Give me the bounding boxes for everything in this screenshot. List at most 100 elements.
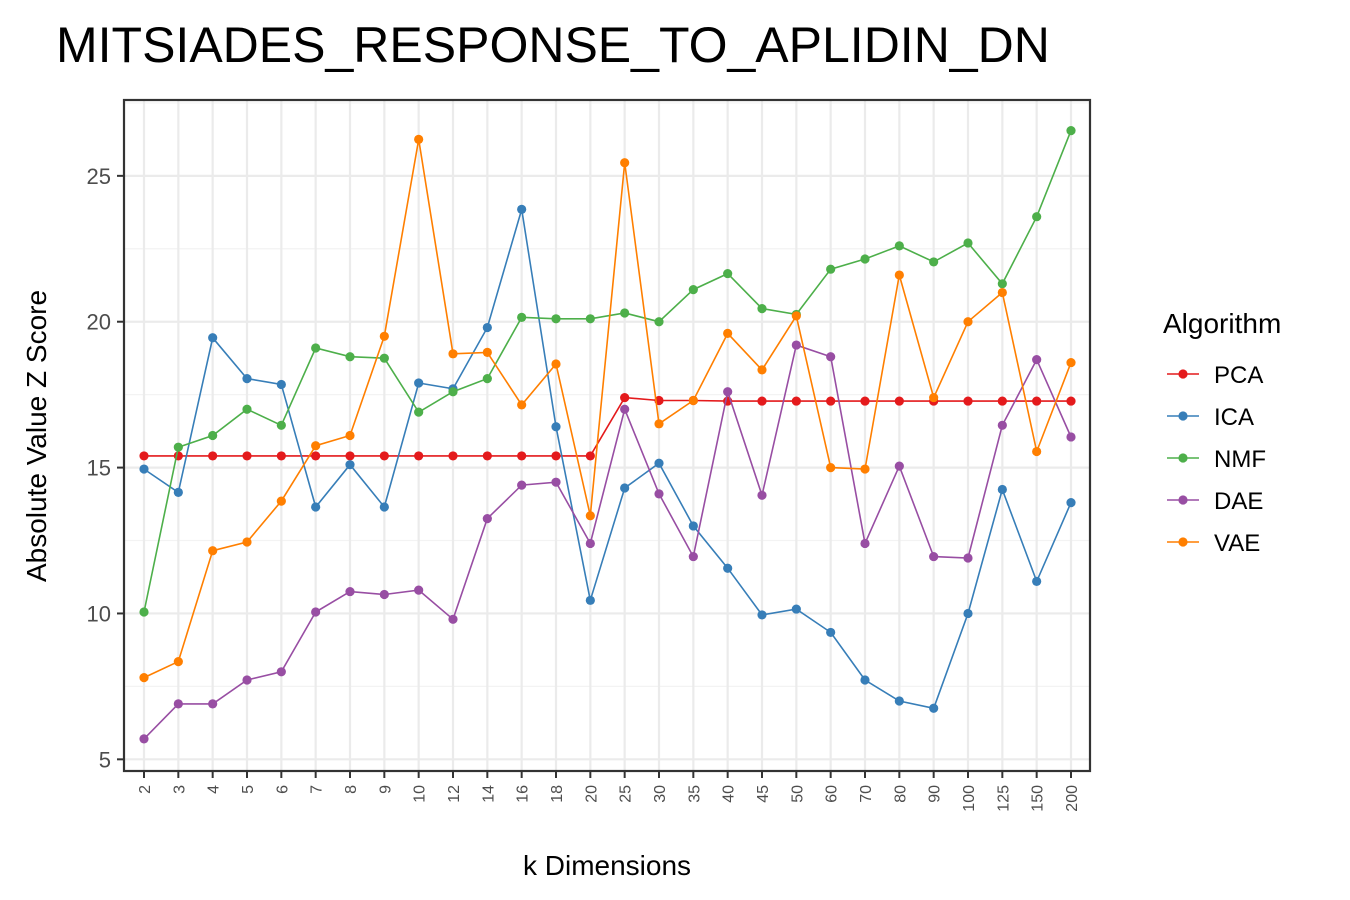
data-point-pca <box>620 392 630 403</box>
plot-grid <box>124 100 1090 771</box>
data-point-ica <box>757 610 767 620</box>
data-point-nmf <box>723 268 733 279</box>
plot-background <box>124 100 1090 771</box>
data-point-dae <box>929 551 939 562</box>
data-point-dae <box>1066 432 1076 442</box>
data-point-pca <box>585 451 595 461</box>
data-point-dae <box>860 538 870 549</box>
data-point-dae <box>139 734 149 744</box>
x-tick-label: 100 <box>961 785 978 812</box>
data-point-vae <box>345 430 355 441</box>
data-point-nmf <box>139 607 149 617</box>
data-point-dae <box>963 553 973 563</box>
data-point-nmf <box>894 241 904 251</box>
data-point-ica <box>311 502 321 512</box>
x-tick-label: 10 <box>412 785 429 803</box>
data-point-pca <box>414 451 424 461</box>
data-point-nmf <box>551 314 561 324</box>
x-tick-label: 50 <box>789 785 806 803</box>
x-tick-label: 150 <box>1030 785 1047 812</box>
x-tick-label: 12 <box>446 785 463 803</box>
x-tick-label: 9 <box>377 785 394 794</box>
data-point-ica <box>208 333 218 343</box>
data-point-ica <box>345 460 355 470</box>
data-point-ica <box>414 378 424 388</box>
data-point-pca <box>517 451 527 461</box>
data-point-vae <box>620 158 630 168</box>
data-point-nmf <box>414 407 424 417</box>
data-point-vae <box>688 395 698 406</box>
series-dae <box>139 340 1076 744</box>
y-tick-label: 10 <box>87 601 111 626</box>
data-point-pca <box>139 451 149 461</box>
data-point-pca <box>1066 396 1076 406</box>
data-point-vae <box>139 673 149 683</box>
data-point-vae <box>757 365 767 375</box>
data-point-nmf <box>379 353 389 363</box>
data-point-ica <box>620 483 630 493</box>
data-point-vae <box>276 496 286 506</box>
y-axis: 5 10 15 20 25 <box>87 164 124 772</box>
x-tick-label: 35 <box>686 785 703 803</box>
series-nmf <box>139 126 1076 617</box>
legend: Algorithm PCA ICA NMF DAE VAE <box>1163 308 1281 557</box>
data-point-nmf <box>242 404 252 414</box>
data-point-vae <box>379 331 389 341</box>
data-point-dae <box>276 667 286 677</box>
legend-label-ica: ICA <box>1214 404 1254 431</box>
data-point-nmf <box>173 442 183 452</box>
data-point-ica <box>379 502 389 512</box>
data-point-vae <box>997 287 1007 298</box>
legend-item-nmf: NMF <box>1167 446 1266 473</box>
data-point-vae <box>517 400 527 410</box>
data-point-dae <box>688 551 698 562</box>
x-tick-label: 3 <box>171 785 188 794</box>
legend-label-nmf: NMF <box>1214 446 1266 473</box>
legend-label-dae: DAE <box>1214 488 1263 515</box>
data-point-ica <box>482 322 492 333</box>
data-point-ica <box>1032 576 1042 586</box>
data-point-vae <box>242 537 252 547</box>
data-point-dae <box>551 477 561 487</box>
data-point-dae <box>826 352 836 362</box>
series-line-dae <box>143 344 1072 740</box>
data-point-vae <box>723 328 733 338</box>
data-point-ica <box>242 374 252 384</box>
data-point-ica <box>860 675 870 685</box>
data-point-nmf <box>311 343 321 353</box>
legend-key-point <box>1178 453 1188 463</box>
y-tick-label: 5 <box>99 747 111 772</box>
series-line-nmf <box>143 130 1072 613</box>
data-point-nmf <box>929 257 939 267</box>
data-point-nmf <box>585 314 595 324</box>
data-point-dae <box>242 675 252 685</box>
data-point-pca <box>997 396 1007 406</box>
data-point-ica <box>654 458 664 468</box>
x-tick-label: 200 <box>1064 785 1081 812</box>
series-pca <box>139 392 1076 461</box>
data-point-vae <box>551 359 561 369</box>
data-point-pca <box>379 451 389 461</box>
data-point-ica <box>1066 498 1076 508</box>
x-tick-label: 7 <box>309 785 326 794</box>
data-point-pca <box>345 451 355 461</box>
legend-key-point <box>1178 537 1188 547</box>
data-point-pca <box>551 451 561 461</box>
data-point-dae <box>1032 355 1042 365</box>
data-point-ica <box>688 521 698 531</box>
data-point-pca <box>311 451 321 461</box>
data-point-nmf <box>826 264 836 274</box>
data-point-vae <box>173 656 183 667</box>
data-point-nmf <box>276 420 286 430</box>
data-point-pca <box>448 451 458 461</box>
data-point-dae <box>482 514 492 524</box>
data-point-vae <box>929 392 939 403</box>
data-point-vae <box>1032 446 1042 457</box>
data-point-nmf <box>688 285 698 295</box>
x-tick-label: 45 <box>755 785 772 803</box>
data-point-pca <box>826 396 836 406</box>
legend-label-pca: PCA <box>1214 362 1263 389</box>
data-point-vae <box>414 134 424 144</box>
data-point-vae <box>826 462 836 473</box>
data-point-vae <box>963 317 973 327</box>
